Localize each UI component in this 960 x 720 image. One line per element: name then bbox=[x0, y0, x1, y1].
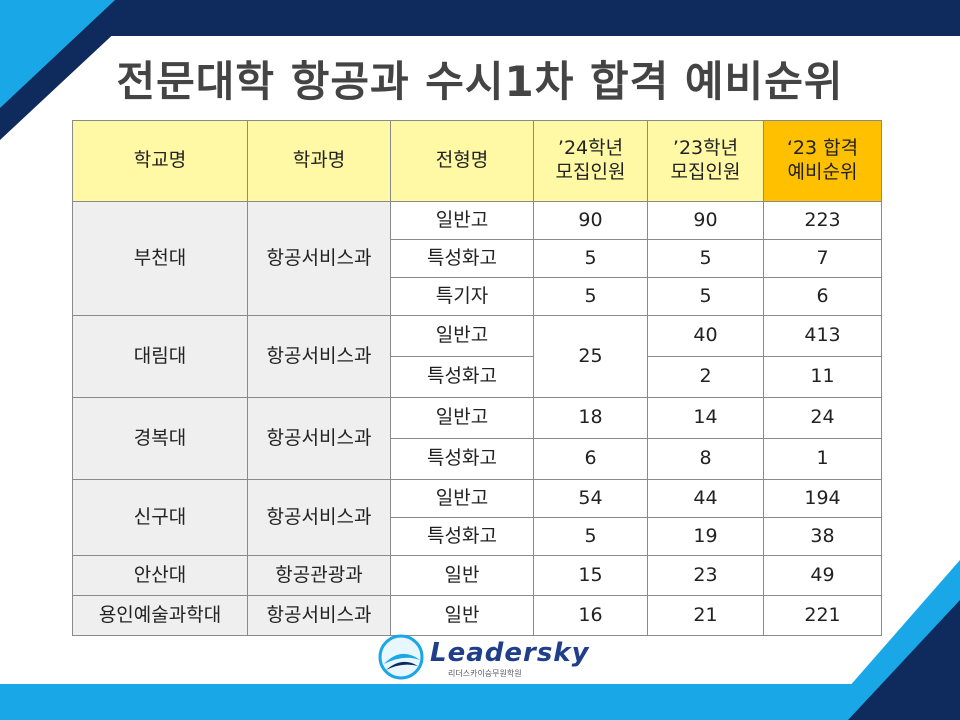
quota-24-cell: 5 bbox=[533, 239, 648, 278]
table-row: 부천대 항공서비스과 일반고 90 90 223 bbox=[72, 201, 882, 316]
track-cell: 일반 bbox=[390, 555, 534, 596]
school-name: 대림대 bbox=[72, 315, 248, 398]
logo-wordmark: Leadersky bbox=[430, 638, 590, 668]
bottom-blue-band bbox=[0, 684, 960, 720]
quota-23-cell: 14 bbox=[647, 397, 764, 439]
header-quota-23: ’23학년 모집인원 bbox=[647, 120, 764, 202]
quota-24-cell: 18 bbox=[533, 397, 648, 439]
rank-cell: 413 bbox=[763, 315, 882, 357]
quota-23-cell: 90 bbox=[647, 201, 764, 240]
quota-23-cell: 40 bbox=[647, 315, 764, 357]
track-cell: 일반고 bbox=[390, 315, 534, 357]
table-row: 특성화고 5 5 7 bbox=[73, 239, 882, 278]
table-row: 특기자 5 5 6 bbox=[73, 277, 882, 316]
quota-23-cell: 23 bbox=[647, 555, 764, 596]
rank-cell: 38 bbox=[763, 517, 882, 556]
quota-24-cell: 5 bbox=[533, 277, 648, 316]
department-name: 항공관광과 bbox=[247, 555, 391, 596]
department-name: 항공서비스과 bbox=[247, 315, 391, 398]
header-quota-24-line2: 모집인원 bbox=[555, 161, 626, 183]
quota-23-cell: 5 bbox=[647, 239, 764, 278]
table-row: 신구대 항공서비스과 일반고 54 44 194 bbox=[72, 479, 882, 556]
track-cell: 특성화고 bbox=[390, 517, 534, 556]
quota-24-cell: 5 bbox=[533, 517, 648, 556]
header-quota-24-line1: ’24학년 bbox=[557, 137, 624, 160]
header-department: 학과명 bbox=[247, 120, 391, 202]
quota-23-cell: 5 bbox=[647, 277, 764, 316]
quota-24-cell: 6 bbox=[533, 438, 648, 480]
quota-23-cell: 8 bbox=[647, 438, 764, 480]
rank-cell: 223 bbox=[763, 201, 882, 240]
rank-cell: 221 bbox=[763, 595, 882, 636]
table-row: 특성화고 6 8 1 bbox=[73, 438, 882, 480]
track-cell: 특성화고 bbox=[390, 356, 534, 398]
leadersky-logo: Leadersky 리더스카이승무원학원 bbox=[376, 632, 596, 682]
quota-23-cell: 19 bbox=[647, 517, 764, 556]
table-row: 특성화고 5 19 38 bbox=[73, 517, 882, 556]
school-name: 경복대 bbox=[72, 397, 248, 480]
header-rank-23: ‘23 합격 예비순위 bbox=[763, 120, 882, 202]
header-track: 전형명 bbox=[390, 120, 534, 202]
track-cell: 일반고 bbox=[390, 397, 534, 439]
table-row: 대림대 항공서비스과 일반고 25 40 413 bbox=[72, 315, 882, 398]
header-quota-23-line1: ’23학년 bbox=[672, 137, 739, 160]
table-row: 특성화고 2 11 bbox=[73, 356, 882, 398]
quota-24-cell: 15 bbox=[533, 555, 648, 596]
track-cell: 일반고 bbox=[390, 479, 534, 518]
quota-24-cell: 25 bbox=[533, 315, 648, 398]
header-quota-23-line2: 모집인원 bbox=[670, 161, 741, 183]
track-cell: 특성화고 bbox=[390, 438, 534, 480]
quota-23-cell: 44 bbox=[647, 479, 764, 518]
quota-23-cell: 21 bbox=[647, 595, 764, 636]
department-name: 항공서비스과 bbox=[247, 397, 391, 480]
department-name: 항공서비스과 bbox=[247, 201, 391, 316]
wave-emblem-icon bbox=[378, 634, 424, 680]
track-cell: 특성화고 bbox=[390, 239, 534, 278]
rank-cell: 7 bbox=[763, 239, 882, 278]
rank-cell: 24 bbox=[763, 397, 882, 439]
table-row: 안산대 항공관광과 일반 15 23 49 bbox=[72, 555, 882, 596]
track-cell: 특기자 bbox=[390, 277, 534, 316]
header-row: 학교명 학과명 전형명 ’24학년 모집인원 ’23학년 모집인원 ‘23 합격 예비… bbox=[72, 120, 882, 202]
table-row: 용인예술과학대 항공서비스과 일반 16 21 221 bbox=[72, 595, 882, 636]
header-quota-24: ’24학년 모집인원 bbox=[533, 120, 648, 202]
department-name: 항공서비스과 bbox=[247, 479, 391, 556]
track-cell: 일반고 bbox=[390, 201, 534, 240]
school-name: 안산대 bbox=[72, 555, 248, 596]
quota-24-cell: 90 bbox=[533, 201, 648, 240]
rank-cell: 194 bbox=[763, 479, 882, 518]
school-name: 신구대 bbox=[72, 479, 248, 556]
quota-24-cell: 54 bbox=[533, 479, 648, 518]
rank-cell: 1 bbox=[763, 438, 882, 480]
school-name: 부천대 bbox=[72, 201, 248, 316]
department-name: 항공서비스과 bbox=[247, 595, 391, 636]
rank-cell: 6 bbox=[763, 277, 882, 316]
top-navy-band bbox=[0, 0, 960, 36]
table-row: 경복대 항공서비스과 일반고 18 14 24 bbox=[72, 397, 882, 480]
page-title: 전문대학 항공과 수시1차 합격 예비순위 bbox=[116, 57, 844, 106]
track-cell: 일반 bbox=[390, 595, 534, 636]
header-rank-23-line2: 예비순위 bbox=[787, 161, 858, 183]
admission-table: 학교명 학과명 전형명 ’24학년 모집인원 ’23학년 모집인원 ‘23 합격 예비… bbox=[72, 120, 882, 636]
quota-24-cell: 16 bbox=[533, 595, 648, 636]
quota-23-cell: 2 bbox=[647, 356, 764, 398]
rank-cell: 11 bbox=[763, 356, 882, 398]
rank-cell: 49 bbox=[763, 555, 882, 596]
header-school: 학교명 bbox=[72, 120, 248, 202]
school-name: 용인예술과학대 bbox=[72, 595, 248, 636]
logo-subtitle: 리더스카이승무원학원 bbox=[448, 669, 522, 678]
header-rank-23-line1: ‘23 합격 bbox=[786, 137, 859, 160]
